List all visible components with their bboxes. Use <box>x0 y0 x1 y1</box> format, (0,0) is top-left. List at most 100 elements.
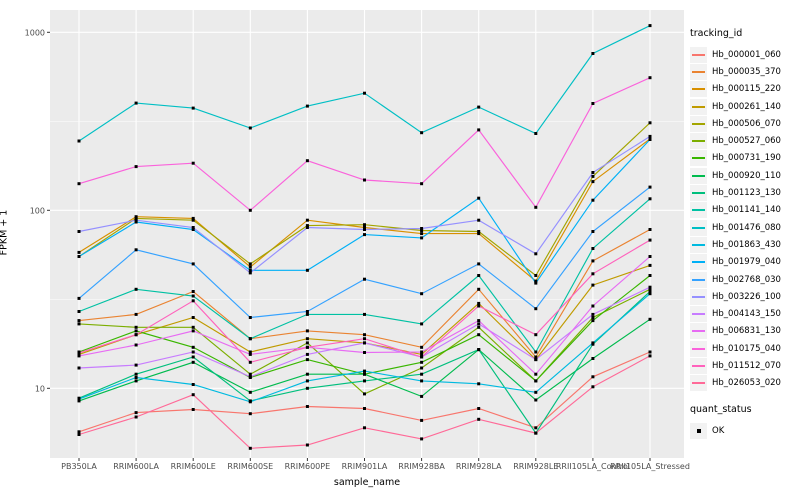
data-point <box>363 351 366 354</box>
data-point <box>134 333 138 337</box>
data-point <box>77 433 81 436</box>
legend-key-swatch <box>690 288 707 305</box>
data-point <box>591 259 595 263</box>
data-point <box>305 341 309 345</box>
data-point <box>591 283 595 287</box>
data-point <box>134 372 138 376</box>
legend-key-swatch <box>690 323 707 340</box>
legend-label: Hb_001979_040 <box>712 257 781 268</box>
legend-line-icon <box>692 278 705 281</box>
data-point <box>534 252 538 256</box>
data-point <box>648 134 652 138</box>
data-point <box>648 138 652 141</box>
legend-key-swatch <box>690 185 707 202</box>
legend-label-ok: OK <box>712 425 725 436</box>
y-tick-label: 100 <box>30 206 45 215</box>
legend-key-swatch <box>690 167 707 184</box>
data-point <box>191 228 195 231</box>
data-point <box>191 299 195 303</box>
data-point <box>648 185 652 189</box>
data-point <box>363 312 366 316</box>
data-point <box>191 316 195 319</box>
data-point <box>648 287 652 291</box>
data-point <box>534 205 538 209</box>
legend-line-icon <box>692 174 705 177</box>
legend-item-Hb_000035_370: Hb_000035_370 <box>690 63 798 80</box>
data-point <box>420 322 424 326</box>
legend-item-Hb_001863_430: Hb_001863_430 <box>690 236 798 253</box>
legend-item-ok: OK <box>690 422 798 439</box>
legend-key-swatch <box>690 375 707 392</box>
data-point <box>477 196 481 200</box>
data-point <box>191 262 195 266</box>
data-point <box>191 393 195 397</box>
legend-line-icon <box>692 243 705 246</box>
data-point <box>77 319 81 323</box>
legend-line-icon <box>692 313 705 316</box>
data-point <box>420 350 424 354</box>
data-point <box>134 101 138 105</box>
data-point <box>134 325 138 329</box>
data-point <box>305 312 309 316</box>
data-point <box>77 354 81 358</box>
legend-label: Hb_011512_070 <box>712 360 781 371</box>
legend-label: Hb_000731_190 <box>712 153 781 164</box>
data-point <box>134 329 138 333</box>
data-point <box>477 230 481 233</box>
data-point <box>248 375 252 379</box>
data-point <box>420 182 424 186</box>
data-point <box>420 394 424 398</box>
data-point <box>477 301 481 305</box>
data-point <box>248 350 252 354</box>
data-point <box>648 263 652 267</box>
data-point <box>305 159 309 163</box>
data-point <box>363 91 366 95</box>
data-point <box>477 382 481 386</box>
data-point <box>648 285 652 289</box>
data-point <box>363 333 366 337</box>
data-point <box>248 360 252 364</box>
legend-label: Hb_004143_150 <box>712 309 781 320</box>
data-point <box>191 383 195 386</box>
legend-label: Hb_000920_110 <box>712 170 781 181</box>
data-point <box>191 226 195 229</box>
data-point <box>77 351 81 355</box>
legend-key-swatch <box>690 254 707 271</box>
data-point <box>363 337 366 341</box>
data-point <box>134 220 138 224</box>
legend-item-Hb_001123_130: Hb_001123_130 <box>690 184 798 202</box>
data-point <box>134 216 138 220</box>
data-point <box>591 174 595 178</box>
x-tick-label: RRIM600LE <box>171 462 216 471</box>
data-point <box>305 218 309 222</box>
legend-line-icon <box>692 364 705 367</box>
legend-key-swatch <box>690 98 707 115</box>
data-point <box>648 350 652 354</box>
x-tick-label: RRII105LA_Stressed <box>610 462 690 471</box>
data-point <box>648 292 652 296</box>
legend-item-Hb_000731_190: Hb_000731_190 <box>690 150 798 167</box>
legend-line-icon <box>692 122 705 125</box>
data-point <box>477 333 481 337</box>
legend-item-Hb_001141_140: Hb_001141_140 <box>690 202 798 219</box>
x-tick-label: RRIM901LA <box>342 462 388 471</box>
data-point <box>591 385 595 389</box>
data-point <box>648 274 652 277</box>
legend-label: Hb_001141_140 <box>712 205 781 216</box>
data-point <box>191 350 195 354</box>
data-point <box>648 228 652 231</box>
legend-item-Hb_002768_030: Hb_002768_030 <box>690 271 798 288</box>
data-point <box>420 232 424 236</box>
data-point <box>591 52 595 55</box>
legend-entries: Hb_000001_060 Hb_000035_370 Hb_000115_220 H… <box>690 46 798 392</box>
data-point <box>305 310 309 313</box>
data-point <box>591 171 595 174</box>
data-point <box>134 379 138 383</box>
data-point <box>248 265 252 269</box>
data-point <box>77 255 81 258</box>
data-point <box>534 372 538 376</box>
legend-title-tracking-id: tracking_id <box>690 28 743 39</box>
data-point <box>305 329 309 333</box>
x-tick-label: RRIM928LA <box>456 462 502 471</box>
data-point <box>77 230 81 233</box>
